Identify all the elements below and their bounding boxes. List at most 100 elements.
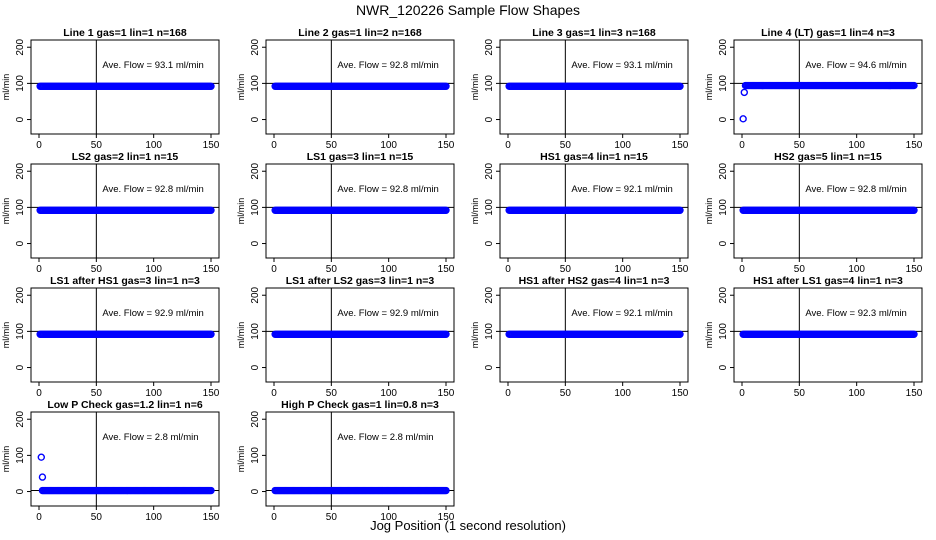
panel-7-x-tick-label: 50 — [560, 264, 572, 275]
panel-14-title: High P Check gas=1 lin=0.8 n=3 — [281, 399, 439, 411]
panel-14-x-tick-label: 100 — [380, 512, 397, 523]
panel-4-outlier-point — [740, 88, 748, 97]
panel-8-plot-frame — [733, 163, 923, 259]
panel-13-y-tick-label: 0 — [15, 488, 26, 494]
panel-12-data-point — [910, 330, 918, 338]
panel-1-x-tick-label: 100 — [145, 140, 162, 151]
panel-2-average-flow-annotation: Ave. Flow = 92.8 ml/min — [337, 60, 438, 71]
panel-10-y-tick-label: 0 — [250, 364, 261, 370]
panel-8-x-tick-label: 50 — [794, 264, 806, 275]
panel-6-y-tick-label: 100 — [250, 199, 261, 216]
panel-5-title: LS2 gas=2 lin=1 n=15 — [72, 151, 179, 163]
panel-13-x-tick-label: 150 — [203, 512, 220, 523]
panel-8-x-tick-label: 0 — [739, 264, 745, 275]
panel-3-plot-frame — [499, 39, 689, 135]
panel-9-y-tick-label: 0 — [15, 364, 26, 370]
panel-11-plot-frame — [499, 287, 689, 383]
panel-13-average-flow-annotation: Ave. Flow = 2.8 ml/min — [102, 432, 198, 443]
panel-10: LS1 after LS2 gas=3 lin=1 n=3 0 50 100 150 0 1… — [236, 275, 455, 399]
panel-13-y-tick-label: 200 — [15, 410, 26, 427]
panel-8-y-tick-label: 0 — [718, 240, 729, 246]
panel-7-y-tick-label: 0 — [484, 240, 495, 246]
panel-13-x-tick-label: 0 — [36, 512, 42, 523]
panel-3-y-tick-label: 100 — [484, 75, 495, 92]
panel-10-y-tick-label: 200 — [250, 286, 261, 303]
panel-3-x-tick-label: 50 — [560, 140, 572, 151]
panel-6-y-tick-label: 0 — [250, 240, 261, 246]
panel-4-y-tick-label: 200 — [718, 38, 729, 55]
panel-4-y-axis-label: ml/min — [704, 74, 714, 101]
panel-1-y-axis-label: ml/min — [1, 74, 11, 101]
panel-7: HS1 gas=4 lin=1 n=15 0 50 100 150 0 100 200 ml/m… — [470, 151, 689, 275]
panel-4-x-tick-label: 50 — [794, 140, 806, 151]
panel-7-average-flow-annotation: Ave. Flow = 92.1 ml/min — [571, 184, 672, 195]
panel-4-x-tick-label: 150 — [906, 140, 923, 151]
panel-4-y-tick-label: 0 — [718, 116, 729, 122]
panel-8: HS2 gas=5 lin=1 n=15 0 50 100 150 0 100 200 ml/m… — [704, 151, 923, 275]
panel-14-y-tick-label: 0 — [250, 488, 261, 494]
panel-10-x-tick-label: 50 — [326, 388, 338, 399]
panel-6-x-tick-label: 150 — [438, 264, 455, 275]
panel-11-x-tick-label: 150 — [672, 388, 689, 399]
panel-7-data-point — [676, 206, 684, 214]
panel-10-data-point — [442, 330, 450, 338]
panel-1-x-tick-label: 50 — [91, 140, 103, 151]
panel-3-average-flow-annotation: Ave. Flow = 93.1 ml/min — [571, 60, 672, 71]
panel-2-x-tick-label: 150 — [438, 140, 455, 151]
panel-5-y-tick-label: 100 — [15, 199, 26, 216]
panel-1-y-tick-label: 200 — [15, 38, 26, 55]
panel-12: HS1 after LS1 gas=4 lin=1 n=3 0 50 100 150 0 1… — [704, 275, 923, 399]
panel-6-data-point — [442, 206, 450, 214]
panel-5-plot-frame — [30, 163, 220, 259]
panel-8-y-axis-label: ml/min — [704, 198, 714, 225]
panel-4-plot-frame — [733, 39, 923, 135]
panel-3-y-tick-label: 0 — [484, 116, 495, 122]
panel-9: LS1 after HS1 gas=3 lin=1 n=3 0 50 100 150 0 1… — [1, 275, 220, 399]
panel-14-average-flow-annotation: Ave. Flow = 2.8 ml/min — [337, 432, 433, 443]
panel-9-x-tick-label: 50 — [91, 388, 103, 399]
panel-2-y-tick-label: 0 — [250, 116, 261, 122]
panel-1-plot-frame — [30, 39, 220, 135]
panel-2-y-axis-label: ml/min — [236, 74, 246, 101]
panel-11-average-flow-annotation: Ave. Flow = 92.1 ml/min — [571, 308, 672, 319]
panel-1-data-point — [207, 82, 215, 90]
panel-2-title: Line 2 gas=1 lin=2 n=168 — [298, 27, 422, 39]
panel-3-x-tick-label: 100 — [614, 140, 631, 151]
panel-7-y-tick-label: 100 — [484, 199, 495, 216]
panel-1: Line 1 gas=1 lin=1 n=168 0 50 100 150 0 100 200… — [1, 27, 220, 151]
panel-14-x-tick-label: 150 — [438, 512, 455, 523]
panel-7-x-tick-label: 0 — [505, 264, 511, 275]
panel-2: Line 2 gas=1 lin=2 n=168 0 50 100 150 0 100 200… — [236, 27, 455, 151]
panel-5-average-flow-annotation: Ave. Flow = 92.8 ml/min — [102, 184, 203, 195]
panel-8-x-tick-label: 150 — [906, 264, 923, 275]
panel-4-average-flow-annotation: Ave. Flow = 94.6 ml/min — [805, 60, 906, 71]
panel-1-y-tick-label: 0 — [15, 116, 26, 122]
panel-13-outlier-point — [38, 473, 47, 481]
panel-6-title: LS1 gas=3 lin=1 n=15 — [307, 151, 414, 163]
panel-14: High P Check gas=1 lin=0.8 n=3 0 50 100 150 0… — [236, 399, 455, 523]
panel-5-y-tick-label: 200 — [15, 162, 26, 179]
panel-1-x-tick-label: 0 — [36, 140, 42, 151]
panel-5-x-tick-label: 100 — [145, 264, 162, 275]
panel-10-y-tick-label: 100 — [250, 323, 261, 340]
panel-2-y-tick-label: 100 — [250, 75, 261, 92]
panel-2-y-tick-label: 200 — [250, 38, 261, 55]
panel-4-title: Line 4 (LT) gas=1 lin=4 n=3 — [761, 27, 895, 39]
panel-14-y-tick-label: 100 — [250, 447, 261, 464]
panel-10-average-flow-annotation: Ave. Flow = 92.9 ml/min — [337, 308, 438, 319]
panel-2-plot-frame — [265, 39, 455, 135]
panel-13-x-tick-label: 50 — [91, 512, 103, 523]
panel-12-y-tick-label: 0 — [718, 364, 729, 370]
panel-9-y-tick-label: 200 — [15, 286, 26, 303]
panel-1-x-tick-label: 150 — [203, 140, 220, 151]
panel-10-x-tick-label: 0 — [271, 388, 277, 399]
panel-6-average-flow-annotation: Ave. Flow = 92.8 ml/min — [337, 184, 438, 195]
panel-12-y-tick-label: 100 — [718, 323, 729, 340]
panel-5-y-axis-label: ml/min — [1, 198, 11, 225]
panel-5-y-tick-label: 0 — [15, 240, 26, 246]
panel-7-x-tick-label: 100 — [614, 264, 631, 275]
panel-9-x-tick-label: 100 — [145, 388, 162, 399]
panel-11-x-tick-label: 100 — [614, 388, 631, 399]
panel-11-y-axis-label: ml/min — [470, 322, 480, 349]
panel-8-average-flow-annotation: Ave. Flow = 92.8 ml/min — [805, 184, 906, 195]
